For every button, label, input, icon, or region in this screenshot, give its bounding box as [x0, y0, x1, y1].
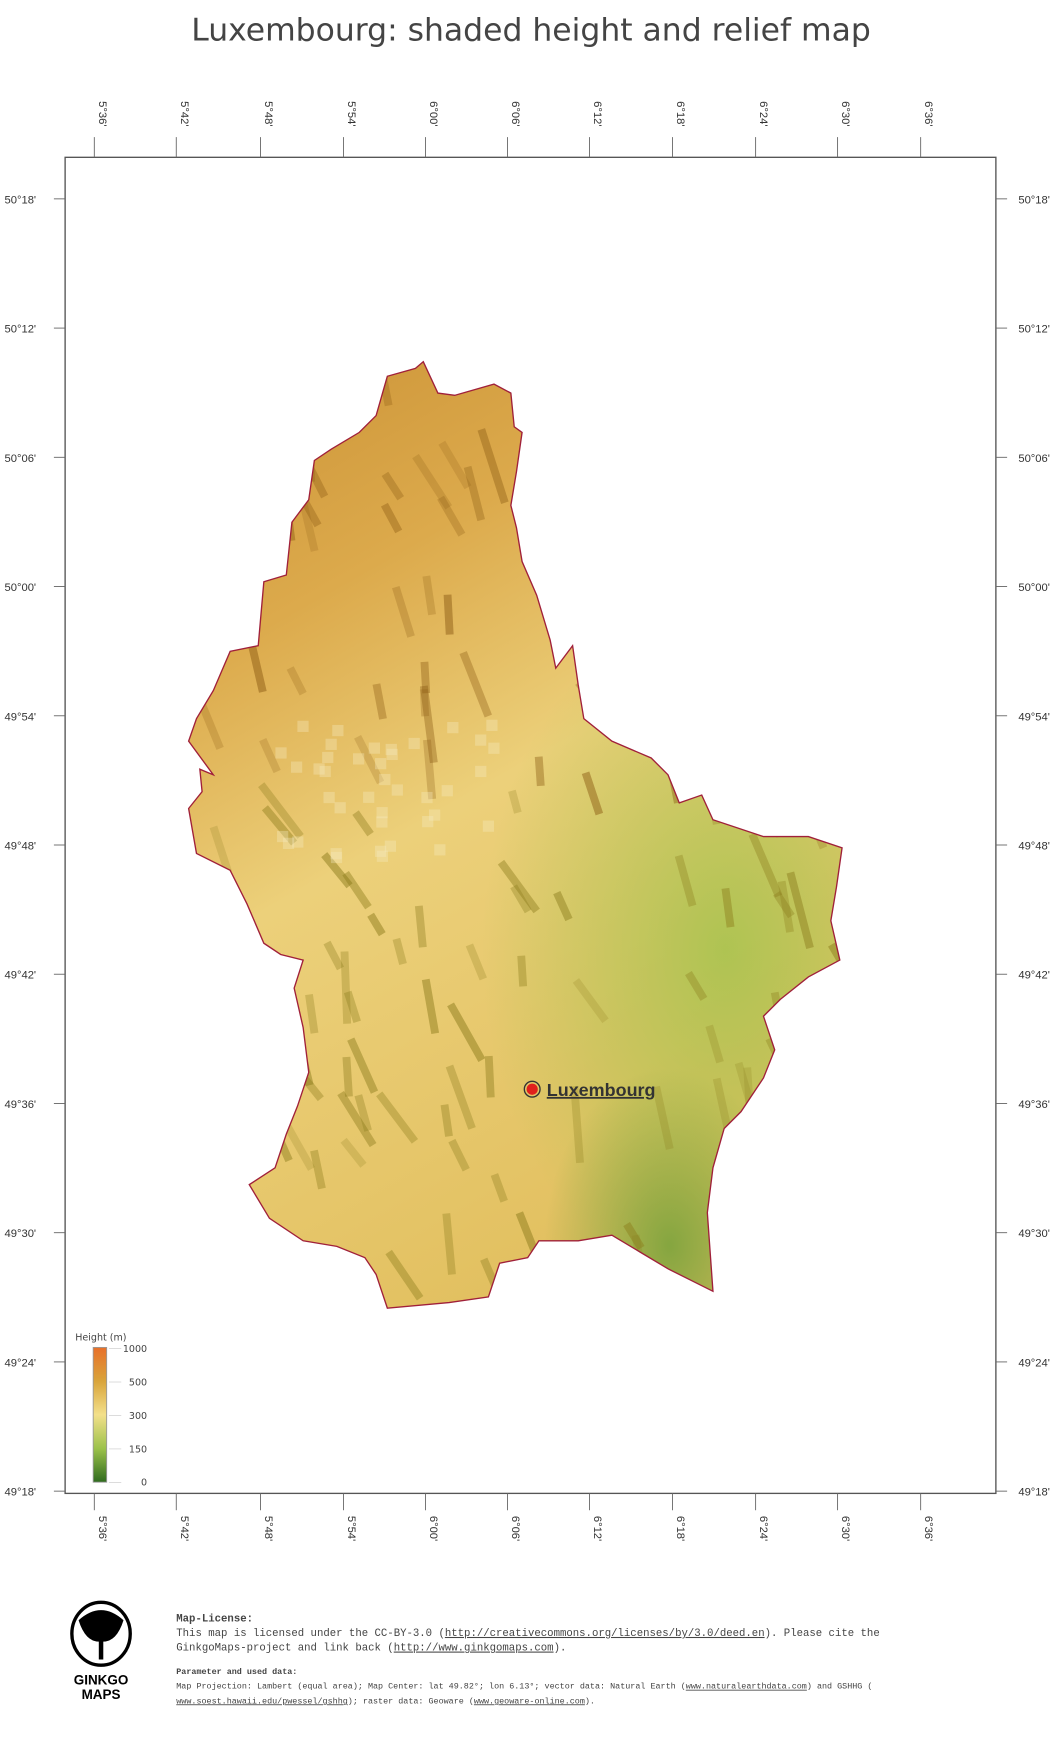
- param-text: Map Projection: Lambert (equal area); Ma…: [176, 1682, 686, 1692]
- license-heading: Map-License:: [176, 1613, 253, 1625]
- lon-label-top: 5°42': [178, 101, 190, 126]
- lon-label-top: 5°54': [345, 101, 357, 126]
- lat-label-left: 50°12': [4, 324, 36, 336]
- license-text: ). Please cite the: [765, 1628, 880, 1640]
- lat-label-left: 49°36': [4, 1099, 36, 1111]
- naturalearth-link[interactable]: www.naturalearthdata.com: [686, 1682, 807, 1692]
- lat-label-left: 50°18': [4, 194, 36, 206]
- param-text: ); raster data: Geoware (: [348, 1696, 474, 1706]
- cc-license-link[interactable]: http://creativecommons.org/licenses/by/3…: [445, 1628, 765, 1640]
- lat-label-right: 50°06': [1018, 453, 1050, 465]
- height-legend: Height (m) 1000 500 300 150 0: [75, 1333, 147, 1489]
- lat-label-left: 49°18': [4, 1487, 36, 1499]
- lat-label-right: 50°00': [1018, 582, 1050, 594]
- lat-label-right: 49°36': [1018, 1099, 1050, 1111]
- lat-label-right: 49°42': [1018, 970, 1050, 982]
- lat-label-left: 50°06': [4, 453, 36, 465]
- license-text: This map is licensed under the CC-BY-3.0…: [176, 1628, 445, 1640]
- legend-title: Height (m): [75, 1333, 126, 1344]
- lon-label-top: 6°30': [839, 101, 851, 126]
- geoware-link[interactable]: www.geoware-online.com: [474, 1696, 585, 1706]
- country-border: [187, 360, 843, 1309]
- license-text: ).: [554, 1643, 567, 1655]
- lat-label-right: 49°48': [1018, 840, 1050, 852]
- footer-text: Map-License: This map is licensed under …: [176, 1613, 879, 1706]
- lon-label-bottom: 6°24': [757, 1516, 769, 1541]
- lon-label-top: 6°00': [427, 101, 439, 126]
- lat-label-right: 49°54': [1018, 711, 1050, 723]
- lon-label-bottom: 6°00': [427, 1516, 439, 1541]
- lon-label-top: 6°12': [591, 101, 603, 126]
- svg-text:Map Projection: Lambert (equal: Map Projection: Lambert (equal area); Ma…: [176, 1682, 872, 1692]
- lon-label-bottom: 6°18': [674, 1516, 686, 1541]
- param-heading: Parameter and used data:: [176, 1667, 297, 1677]
- ginkgo-logo: GINKGO MAPS: [70, 1600, 132, 1702]
- lat-label-right: 49°18': [1018, 1487, 1050, 1499]
- legend-label: 1000: [123, 1344, 147, 1355]
- lon-label-bottom: 6°36': [922, 1516, 934, 1541]
- lon-label-top: 6°36': [922, 101, 934, 126]
- lon-label-bottom: 6°30': [839, 1516, 851, 1541]
- lon-label-bottom: 5°42': [178, 1516, 190, 1541]
- city-luxembourg[interactable]: Luxembourg: [523, 1080, 656, 1100]
- gshhg-link[interactable]: www.soest.hawaii.edu/pwessel/gshhg: [176, 1696, 348, 1706]
- lon-label-bottom: 6°06': [509, 1516, 521, 1541]
- lon-label-top: 5°36': [96, 101, 108, 126]
- svg-text:This map is licensed under the: This map is licensed under the CC-BY-3.0…: [176, 1628, 879, 1640]
- lat-label-left: 49°42': [4, 970, 36, 982]
- legend-label: 150: [129, 1444, 147, 1455]
- lon-label-bottom: 6°12': [591, 1516, 603, 1541]
- lat-label-left: 49°24': [4, 1357, 36, 1369]
- license-text: GinkgoMaps-project and link back (: [176, 1643, 393, 1655]
- lon-label-bottom: 5°54': [345, 1516, 357, 1541]
- lat-label-left: 49°48': [4, 840, 36, 852]
- city-label: Luxembourg: [547, 1080, 656, 1100]
- lat-label-left: 49°54': [4, 711, 36, 723]
- lon-label-bottom: 5°48': [262, 1516, 274, 1541]
- lat-label-right: 50°12': [1018, 324, 1050, 336]
- legend-colorbar: [92, 1346, 108, 1483]
- lon-label-top: 6°18': [674, 101, 686, 126]
- legend-label: 500: [129, 1377, 147, 1388]
- lat-label-right: 49°24': [1018, 1357, 1050, 1369]
- lat-label-left: 49°30': [4, 1228, 36, 1240]
- logo-line2: MAPS: [82, 1687, 121, 1702]
- lat-label-left: 50°00': [4, 582, 36, 594]
- lat-label-right: 50°18': [1018, 194, 1050, 206]
- lon-label-bottom: 5°36': [96, 1516, 108, 1541]
- logo-line1: GINKGO: [74, 1672, 129, 1687]
- param-text: ).: [585, 1696, 595, 1706]
- svg-text:GinkgoMaps-project and link ba: GinkgoMaps-project and link back (http:/…: [176, 1643, 566, 1655]
- city-marker-dot: [526, 1083, 538, 1095]
- lon-label-top: 5°48': [262, 101, 274, 126]
- map-title: Luxembourg: shaded height and relief map: [191, 13, 871, 49]
- legend-label: 0: [141, 1478, 147, 1489]
- lon-label-top: 6°06': [509, 101, 521, 126]
- param-text: ) and GSHHG (: [807, 1682, 873, 1692]
- svg-text:www.soest.hawaii.edu/pwessel/g: www.soest.hawaii.edu/pwessel/gshhg); ras…: [176, 1696, 595, 1706]
- legend-label: 300: [129, 1411, 147, 1422]
- city-marker: [523, 1080, 541, 1098]
- lat-label-right: 49°30': [1018, 1228, 1050, 1240]
- ginkgomaps-link[interactable]: http://www.ginkgomaps.com: [394, 1643, 554, 1655]
- lon-label-top: 6°24': [757, 101, 769, 126]
